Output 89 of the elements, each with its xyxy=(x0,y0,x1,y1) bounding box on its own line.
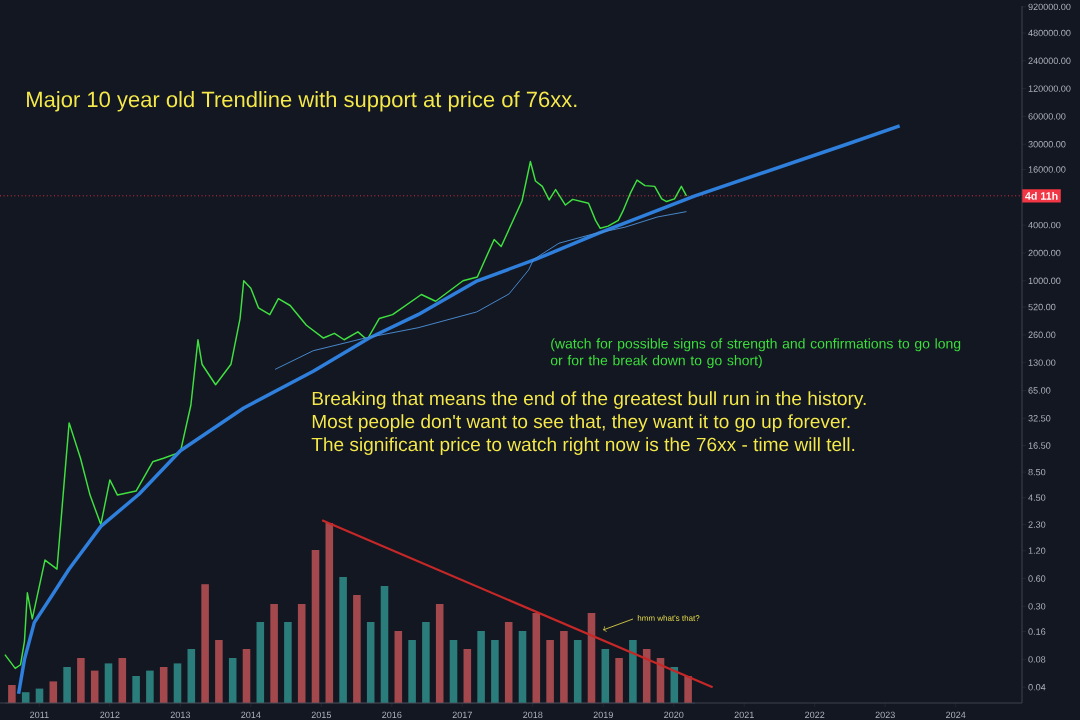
bar xyxy=(118,658,127,703)
bar xyxy=(435,604,444,703)
bar xyxy=(560,631,568,703)
y-tick-label: 520.00 xyxy=(1028,303,1056,311)
y-tick-label: 1000.00 xyxy=(1028,277,1061,284)
bar xyxy=(63,667,71,703)
bar xyxy=(146,670,154,703)
y-tick-label: 130.00 xyxy=(1028,359,1056,366)
y-tick-label: 4000.00 xyxy=(1028,221,1061,229)
annotation: Breaking that means the end of the greatest bull run in the history. xyxy=(312,391,866,409)
y-tick-label: 16000.00 xyxy=(1028,166,1066,173)
x-tick-label: 2011 xyxy=(30,711,49,719)
x-tick-label: 2021 xyxy=(734,711,754,719)
bar xyxy=(615,658,623,703)
bar xyxy=(201,584,209,703)
bar xyxy=(187,649,196,703)
annotation: Major 10 year old Trendline with support at price of 76xx. xyxy=(27,91,577,112)
bar xyxy=(518,631,527,703)
bar xyxy=(297,604,306,703)
y-tick-label: 0.04 xyxy=(1028,684,1046,691)
x-tick-label: 2018 xyxy=(523,711,543,719)
x-tick-label: 2012 xyxy=(100,711,120,719)
bar xyxy=(353,595,361,703)
bar xyxy=(311,549,320,703)
y-tick-label: 30000.00 xyxy=(1028,141,1066,148)
bar xyxy=(504,622,513,703)
y-tick-label: 60000.00 xyxy=(1028,113,1066,120)
x-tick-label: 2023 xyxy=(875,711,895,719)
y-tick-label: 0.60 xyxy=(1028,575,1046,582)
ref-line-label: 4d 11h xyxy=(1025,191,1058,200)
bar xyxy=(215,640,223,703)
y-tick-label: 0.08 xyxy=(1028,656,1046,663)
y-tick-label: 480000.00 xyxy=(1028,29,1071,37)
x-tick-label: 2020 xyxy=(664,711,684,719)
bar xyxy=(394,631,403,703)
bar xyxy=(228,658,237,703)
annotation: Most people don't want to see that, they want it to go up forever. xyxy=(312,414,850,432)
y-tick-label: 2000.00 xyxy=(1028,249,1061,257)
bar xyxy=(77,658,85,703)
bar xyxy=(8,685,16,703)
bar xyxy=(173,663,182,703)
bar xyxy=(601,649,610,703)
x-tick-label: 2014 xyxy=(241,711,261,719)
y-tick-label: 240000.00 xyxy=(1028,57,1071,64)
annotation: (watch for possible signs of strength and confirmations to go long or for the break down to go short) xyxy=(550,338,961,369)
y-tick-label: 16.50 xyxy=(1028,442,1051,449)
bar xyxy=(339,577,347,703)
bar xyxy=(242,649,251,703)
bar xyxy=(408,640,416,703)
x-tick-label: 2013 xyxy=(170,711,191,719)
bar xyxy=(256,622,265,703)
y-tick-label: 120000.00 xyxy=(1028,85,1071,92)
x-tick-label: 2024 xyxy=(946,711,966,719)
bar xyxy=(532,613,541,703)
bar xyxy=(132,676,140,703)
x-tick-label: 2017 xyxy=(452,711,472,719)
bar xyxy=(629,640,637,703)
bar xyxy=(546,640,554,703)
bar xyxy=(684,676,692,703)
bar xyxy=(325,523,334,703)
bar xyxy=(380,586,389,703)
y-tick-label: 920000.00 xyxy=(1028,3,1071,11)
bar xyxy=(49,681,58,703)
bar xyxy=(422,622,430,703)
bar xyxy=(104,663,113,703)
bar xyxy=(366,622,375,703)
x-tick-label: 2015 xyxy=(311,711,332,719)
y-tick-label: 2.30 xyxy=(1028,521,1046,528)
bar xyxy=(573,640,582,703)
bar xyxy=(463,649,472,703)
y-tick-label: 1.20 xyxy=(1028,547,1046,554)
annotation: hmm what's that? xyxy=(637,615,700,621)
y-tick-label: 32.50 xyxy=(1028,415,1051,422)
x-tick-label: 2016 xyxy=(382,711,402,719)
y-tick-label: 0.30 xyxy=(1028,603,1046,610)
bar xyxy=(491,640,499,703)
y-tick-label: 8.50 xyxy=(1028,468,1046,476)
bar xyxy=(449,640,458,703)
annotation: The significant price to watch right now is the 76xx - time will tell. xyxy=(311,437,855,455)
bar xyxy=(159,667,168,703)
y-tick-label: 65.00 xyxy=(1028,387,1051,394)
y-tick-label: 260.00 xyxy=(1028,331,1056,339)
x-tick-label: 2022 xyxy=(805,711,825,719)
y-tick-label: 0.16 xyxy=(1028,628,1046,635)
x-tick-label: 2019 xyxy=(593,711,613,719)
bar xyxy=(284,622,292,703)
bar xyxy=(270,604,278,703)
y-tick-label: 4.50 xyxy=(1028,494,1046,501)
bar xyxy=(477,631,485,703)
